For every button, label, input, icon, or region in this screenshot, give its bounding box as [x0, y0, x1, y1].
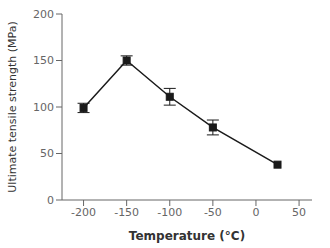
svg-text:-200: -200	[71, 206, 96, 219]
svg-text:Temperature (°C): Temperature (°C)	[129, 229, 245, 243]
svg-text:150: 150	[33, 54, 54, 67]
svg-text:0: 0	[47, 194, 54, 207]
svg-text:0: 0	[252, 206, 259, 219]
svg-text:50: 50	[292, 206, 306, 219]
svg-text:-100: -100	[157, 206, 182, 219]
svg-text:50: 50	[40, 147, 54, 160]
svg-text:100: 100	[33, 101, 54, 114]
svg-text:-50: -50	[204, 206, 222, 219]
svg-text:Ultimate tensile strength (MPa: Ultimate tensile strength (MPa)	[8, 21, 19, 192]
svg-text:200: 200	[33, 8, 54, 21]
svg-text:-150: -150	[114, 206, 139, 219]
